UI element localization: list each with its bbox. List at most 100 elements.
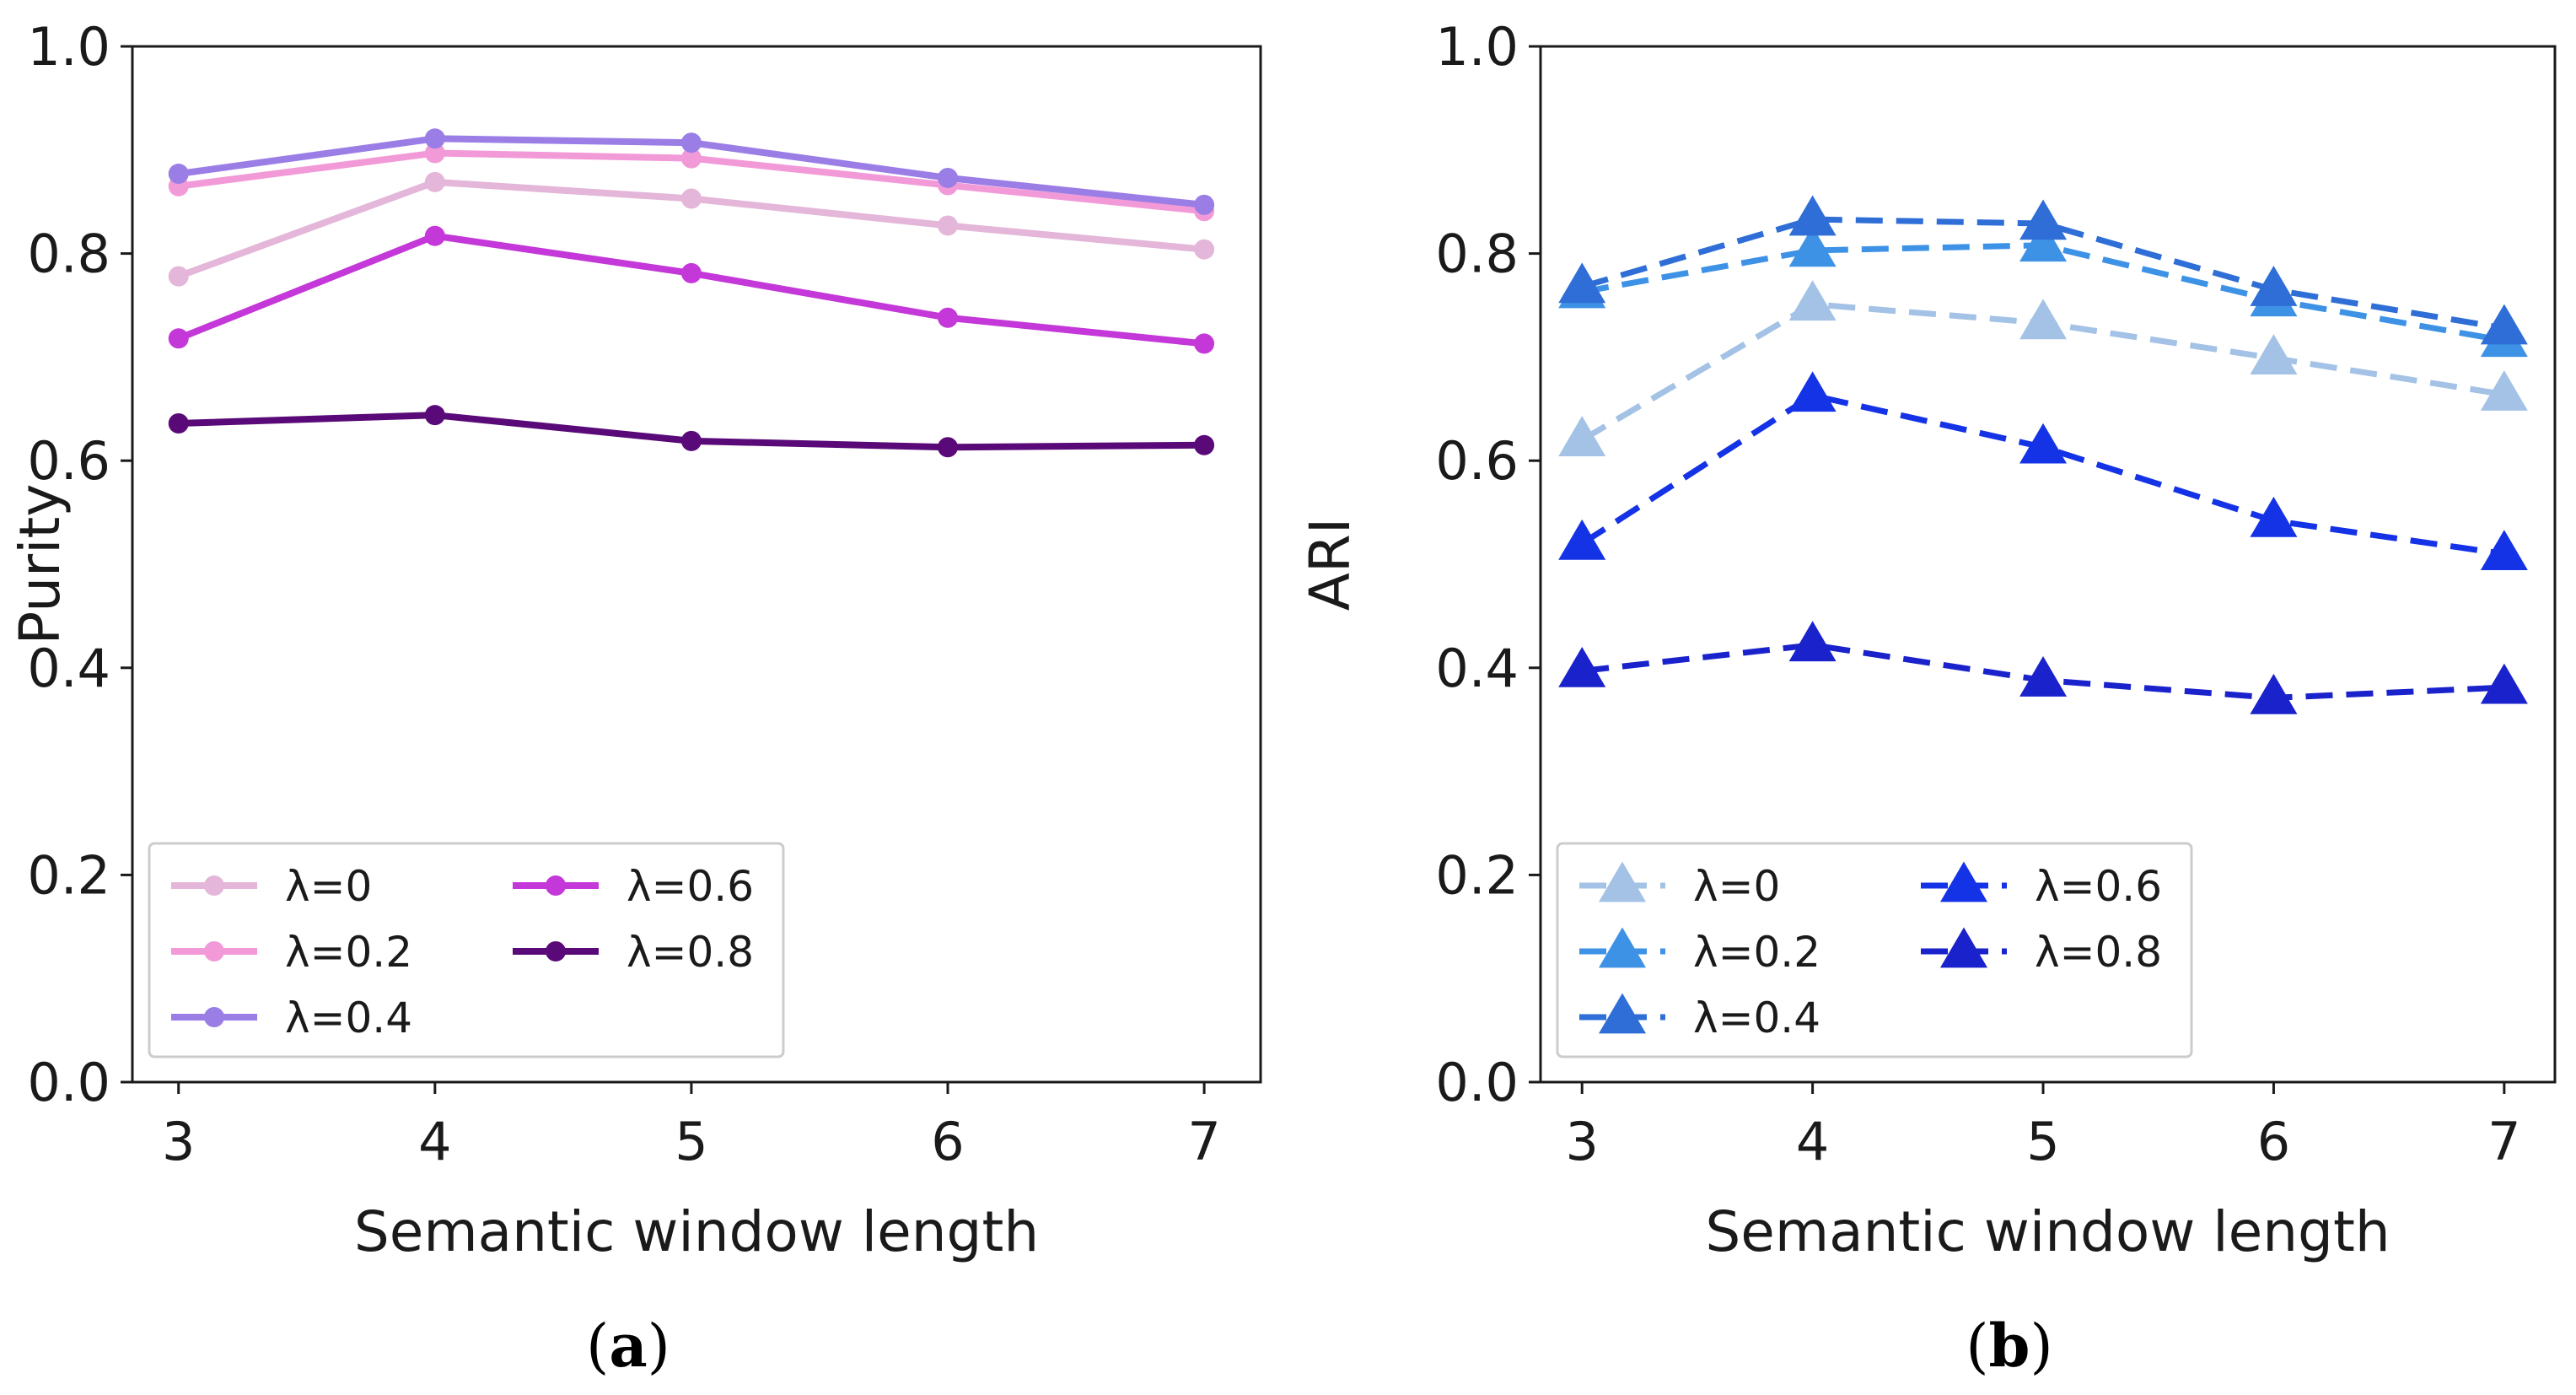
legend-swatch-marker bbox=[1940, 861, 1987, 902]
legend-swatch-marker bbox=[1599, 993, 1646, 1034]
data-point-marker bbox=[424, 143, 445, 164]
data-point-marker bbox=[168, 328, 189, 349]
legend-entry: λ=0.4 bbox=[171, 994, 412, 1042]
data-point-marker bbox=[2250, 266, 2298, 306]
y-tick-label: 0.6 bbox=[1435, 430, 1519, 492]
panel-b-ari-chart: 0.0 0.2 0.4 0.6 0.8 1.0 3 4 5 6 7 Semantic window l… bbox=[1298, 16, 2557, 1381]
plot-frame bbox=[1539, 45, 2557, 1084]
x-axis-label: Semantic window length bbox=[1705, 1199, 2390, 1264]
y-tick-label: 0.2 bbox=[1435, 844, 1519, 906]
y-tick-label: 0.0 bbox=[27, 1052, 110, 1113]
legend-label: λ=0.6 bbox=[2035, 862, 2162, 911]
legend-label: λ=0 bbox=[285, 862, 372, 911]
series-0.8 bbox=[168, 405, 1215, 458]
legend-entry: λ=0.6 bbox=[513, 862, 754, 911]
legend: λ=0 λ=0.2 λ=0.4 λ=0.6 λ=0.8 bbox=[148, 842, 785, 1058]
data-point-marker bbox=[2480, 663, 2528, 704]
series-line bbox=[177, 232, 1205, 347]
caption-open-paren: ( bbox=[1966, 1312, 1988, 1381]
y-tick-label: 0.4 bbox=[1435, 638, 1519, 699]
x-tick-label: 4 bbox=[1796, 1111, 1829, 1172]
x-tick-label: 3 bbox=[162, 1111, 195, 1172]
y-tick-label: 0.4 bbox=[27, 638, 110, 699]
legend-entry: λ=0 bbox=[1579, 861, 1780, 911]
series-0.4 bbox=[168, 128, 1215, 215]
data-point-marker bbox=[2250, 673, 2298, 714]
y-tick-label: 0.2 bbox=[27, 844, 110, 906]
data-point-marker bbox=[1558, 646, 1606, 687]
data-point-marker bbox=[2019, 299, 2068, 340]
caption-close-paren: ) bbox=[2030, 1312, 2052, 1381]
legend: λ=0 λ=0.2 λ=0.4 λ=0.6 λ=0.8 bbox=[1556, 842, 2193, 1058]
data-point-marker bbox=[938, 167, 959, 188]
data-point-marker bbox=[168, 412, 189, 434]
data-point-marker bbox=[1558, 519, 1606, 560]
series-0.8 bbox=[1558, 621, 2528, 714]
data-point-marker bbox=[1558, 262, 1606, 304]
legend-swatch-marker bbox=[546, 875, 566, 896]
legend-entry: λ=0 bbox=[171, 862, 372, 911]
x-tick-label: 5 bbox=[2026, 1111, 2059, 1172]
legend-entry: λ=0.2 bbox=[171, 928, 412, 977]
legend-entry: λ=0.2 bbox=[1579, 927, 1820, 977]
x-tick-label: 5 bbox=[675, 1111, 707, 1172]
x-tick-label: 6 bbox=[2257, 1111, 2290, 1172]
legend-swatch-marker bbox=[204, 941, 224, 961]
series-0 bbox=[168, 171, 1215, 287]
x-axis-label: Semantic window length bbox=[354, 1199, 1039, 1264]
x-tick-label: 4 bbox=[418, 1111, 451, 1172]
data-point-marker bbox=[2480, 370, 2528, 411]
data-point-marker bbox=[938, 307, 959, 328]
legend-frame bbox=[1556, 842, 2193, 1058]
data-point-marker bbox=[424, 405, 445, 426]
data-point-marker bbox=[680, 188, 702, 209]
data-point-marker bbox=[680, 148, 702, 169]
data-point-marker bbox=[1788, 195, 1837, 236]
data-point-marker bbox=[938, 215, 959, 236]
series-0 bbox=[1558, 280, 2528, 456]
data-point-marker bbox=[2480, 304, 2528, 345]
data-point-marker bbox=[1788, 280, 1837, 321]
data-point-marker bbox=[168, 164, 189, 185]
legend-entry: λ=0.6 bbox=[1921, 861, 2162, 911]
legend-entry: λ=0.4 bbox=[1579, 993, 1820, 1042]
data-point-marker bbox=[680, 132, 702, 154]
data-point-marker bbox=[1194, 434, 1215, 455]
legend-label: λ=0.8 bbox=[2035, 928, 2162, 977]
legend-swatch-marker bbox=[204, 1007, 224, 1027]
caption-letter: b bbox=[1989, 1311, 2030, 1381]
x-tick-label: 6 bbox=[931, 1111, 964, 1172]
legend-swatch-marker bbox=[546, 941, 566, 961]
legend-swatch-marker bbox=[1599, 927, 1646, 968]
panel-caption: (a) bbox=[586, 1311, 670, 1381]
data-point-marker bbox=[1558, 416, 1606, 456]
caption-open-paren: ( bbox=[586, 1312, 609, 1381]
x-tick-label: 3 bbox=[1565, 1111, 1598, 1172]
data-point-marker bbox=[680, 262, 702, 283]
y-axis-label: ARI bbox=[1298, 518, 1363, 611]
data-point-marker bbox=[1788, 371, 1837, 412]
series-0.4 bbox=[1558, 195, 2528, 345]
caption-close-paren: ) bbox=[648, 1312, 670, 1381]
legend-swatch-marker bbox=[1599, 861, 1646, 902]
legend-frame bbox=[148, 842, 785, 1058]
data-point-marker bbox=[2019, 221, 2068, 262]
legend-label: λ=0.4 bbox=[285, 994, 412, 1042]
data-point-marker bbox=[424, 171, 445, 192]
x-tick-label: 7 bbox=[1187, 1111, 1220, 1172]
legend-entry: λ=0.8 bbox=[1921, 927, 2162, 977]
panel-caption: (b) bbox=[1966, 1311, 2053, 1381]
data-point-marker bbox=[680, 430, 702, 451]
y-tick-label: 0.0 bbox=[1435, 1052, 1519, 1113]
series-0.6 bbox=[1558, 371, 2528, 571]
y-tick-label: 1.0 bbox=[27, 16, 110, 78]
data-point-marker bbox=[1788, 621, 1837, 662]
data-point-marker bbox=[1194, 194, 1215, 215]
legend-label: λ=0.8 bbox=[627, 928, 754, 977]
data-point-marker bbox=[2019, 199, 2068, 240]
legend-label: λ=0.4 bbox=[1693, 994, 1820, 1042]
legend-label: λ=0.2 bbox=[285, 928, 412, 977]
y-axis-label: Purity bbox=[8, 484, 73, 645]
y-tick-label: 0.8 bbox=[27, 224, 110, 285]
